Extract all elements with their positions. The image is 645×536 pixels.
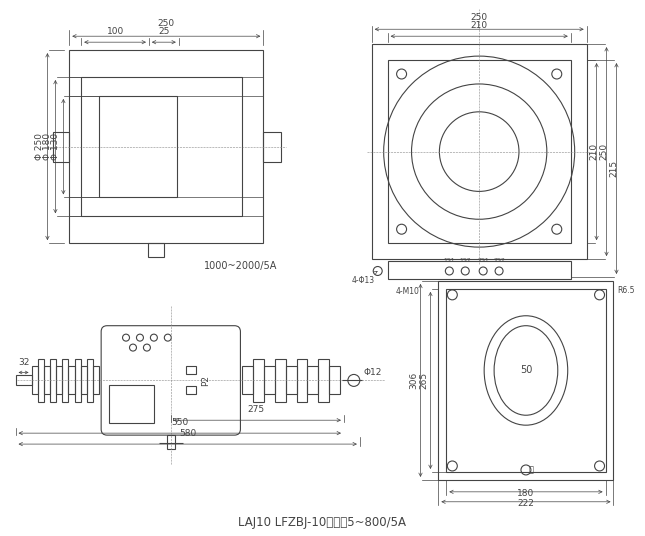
Bar <box>186 367 195 375</box>
Bar <box>37 359 44 403</box>
Bar <box>81 77 243 216</box>
Bar <box>50 359 56 403</box>
Text: 306: 306 <box>410 372 419 389</box>
Bar <box>93 367 99 394</box>
Text: 250: 250 <box>471 13 488 23</box>
Text: 1S2: 1S2 <box>459 258 471 263</box>
Bar <box>286 367 297 394</box>
Bar <box>81 367 87 394</box>
Bar <box>329 367 340 394</box>
Text: 32: 32 <box>18 359 29 368</box>
Text: 4-M10: 4-M10 <box>395 287 419 296</box>
Text: Φ 250: Φ 250 <box>35 133 45 160</box>
Text: 265: 265 <box>419 372 428 389</box>
Bar <box>99 96 177 197</box>
Text: 1S1: 1S1 <box>444 258 455 263</box>
Text: 25: 25 <box>158 27 170 36</box>
Text: 210: 210 <box>471 21 488 30</box>
Text: 50: 50 <box>520 366 532 375</box>
Bar <box>253 359 264 403</box>
Bar <box>87 359 93 403</box>
Text: 222: 222 <box>517 499 534 508</box>
Bar <box>318 359 329 403</box>
Bar <box>275 359 286 403</box>
Text: 250: 250 <box>158 19 175 28</box>
Bar <box>446 289 606 472</box>
Text: P2: P2 <box>201 375 210 386</box>
Text: R6.5: R6.5 <box>617 286 635 295</box>
Bar <box>109 385 154 423</box>
Bar <box>439 281 613 480</box>
Bar <box>56 367 63 394</box>
Bar <box>264 367 275 394</box>
Text: 580: 580 <box>179 429 196 438</box>
Bar <box>75 359 81 403</box>
Text: 180: 180 <box>517 489 535 498</box>
Bar <box>388 60 571 243</box>
Text: 4-Φ13: 4-Φ13 <box>352 271 377 285</box>
Bar <box>54 132 69 161</box>
Text: 215: 215 <box>610 160 619 177</box>
Text: Φ 180: Φ 180 <box>43 133 52 160</box>
Text: 250: 250 <box>599 143 608 160</box>
Bar <box>263 132 281 161</box>
Bar <box>63 359 68 403</box>
Bar <box>297 359 308 403</box>
Text: Φ 130: Φ 130 <box>52 133 61 160</box>
Bar <box>148 243 164 257</box>
Bar <box>44 367 50 394</box>
Bar <box>15 375 32 385</box>
Bar <box>68 367 75 394</box>
Bar <box>372 44 586 259</box>
Bar <box>69 50 263 243</box>
Text: 275: 275 <box>248 405 265 414</box>
Text: ⏚: ⏚ <box>529 465 534 474</box>
Bar <box>308 367 318 394</box>
Bar <box>243 367 253 394</box>
Text: 210: 210 <box>590 143 599 160</box>
Bar <box>186 386 195 394</box>
Bar <box>167 435 175 449</box>
Bar <box>32 367 37 394</box>
Text: Φ12: Φ12 <box>364 368 382 377</box>
Text: 100: 100 <box>106 27 124 36</box>
Text: LAJ10 LFZBJ-10三绕组5~800/5A: LAJ10 LFZBJ-10三绕组5~800/5A <box>238 516 406 529</box>
Text: 2S2: 2S2 <box>493 258 505 263</box>
Text: 550: 550 <box>171 418 188 427</box>
Text: 2S1: 2S1 <box>477 258 489 263</box>
Text: 1000~2000/5A: 1000~2000/5A <box>204 261 277 271</box>
Bar <box>388 261 571 279</box>
